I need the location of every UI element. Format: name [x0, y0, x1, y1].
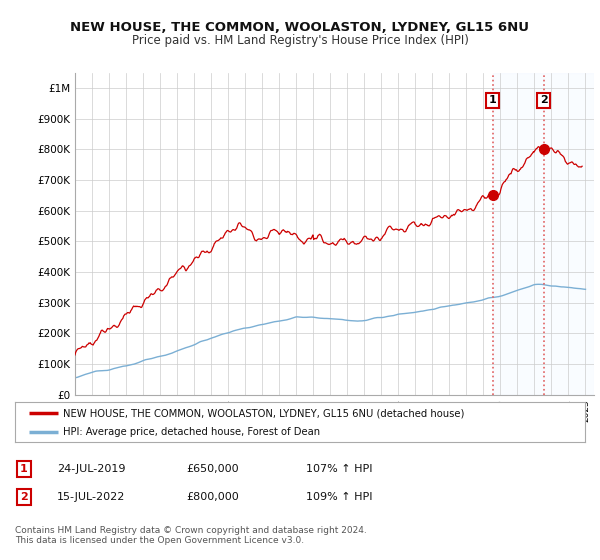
Text: £800,000: £800,000: [186, 492, 239, 502]
Text: NEW HOUSE, THE COMMON, WOOLASTON, LYDNEY, GL15 6NU: NEW HOUSE, THE COMMON, WOOLASTON, LYDNEY…: [71, 21, 530, 34]
Text: HPI: Average price, detached house, Forest of Dean: HPI: Average price, detached house, Fore…: [64, 427, 320, 437]
Text: 24-JUL-2019: 24-JUL-2019: [57, 464, 125, 474]
Text: Price paid vs. HM Land Registry's House Price Index (HPI): Price paid vs. HM Land Registry's House …: [131, 34, 469, 46]
Text: £650,000: £650,000: [186, 464, 239, 474]
Text: 109% ↑ HPI: 109% ↑ HPI: [306, 492, 373, 502]
Text: 15-JUL-2022: 15-JUL-2022: [57, 492, 125, 502]
Text: 2: 2: [20, 492, 28, 502]
Text: NEW HOUSE, THE COMMON, WOOLASTON, LYDNEY, GL15 6NU (detached house): NEW HOUSE, THE COMMON, WOOLASTON, LYDNEY…: [64, 408, 465, 418]
Text: 1: 1: [20, 464, 28, 474]
Text: 1: 1: [489, 95, 497, 105]
Text: 2: 2: [540, 95, 548, 105]
Text: Contains HM Land Registry data © Crown copyright and database right 2024.
This d: Contains HM Land Registry data © Crown c…: [15, 526, 367, 545]
Text: 107% ↑ HPI: 107% ↑ HPI: [306, 464, 373, 474]
Bar: [493, 73, 594, 395]
